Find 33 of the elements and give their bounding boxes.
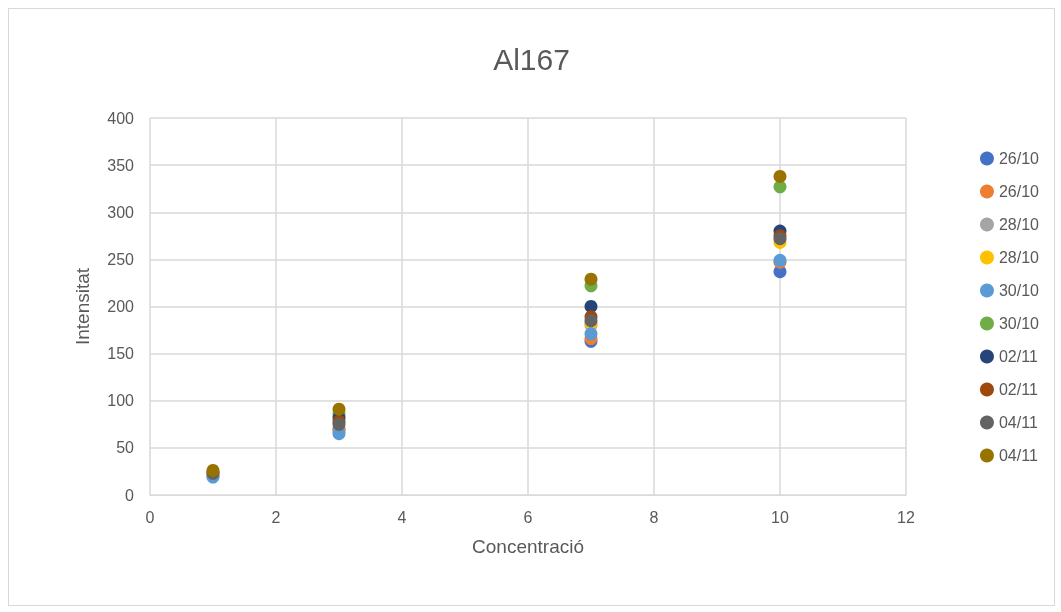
legend-label: 28/10 bbox=[998, 249, 1040, 266]
x-axis-title: Concentració bbox=[472, 536, 584, 557]
legend-label: 28/10 bbox=[998, 216, 1040, 233]
point bbox=[584, 327, 598, 341]
y-tick-label: 100 bbox=[107, 392, 135, 410]
y-tick-label: 250 bbox=[107, 250, 135, 268]
legend-label: 02/11 bbox=[998, 348, 1038, 365]
x-tick-label: 10 bbox=[771, 508, 789, 526]
x-tick-label: 12 bbox=[897, 508, 915, 526]
y-tick-label: 200 bbox=[107, 298, 135, 315]
legend-label: 04/11 bbox=[998, 414, 1038, 431]
point bbox=[584, 272, 598, 286]
legend-label: 26/10 bbox=[998, 150, 1040, 167]
y-tick-label: 0 bbox=[125, 486, 135, 504]
point bbox=[332, 402, 346, 416]
legend-label: 26/10 bbox=[998, 183, 1040, 200]
x-tick-label: 6 bbox=[523, 508, 533, 526]
y-tick-label: 300 bbox=[107, 203, 135, 221]
legend-label: 30/10 bbox=[998, 282, 1040, 299]
y-tick-label: 50 bbox=[116, 439, 135, 457]
x-tick-label: 8 bbox=[649, 508, 659, 526]
x-tick-label: 0 bbox=[145, 508, 155, 526]
x-tick-label: 2 bbox=[271, 508, 281, 526]
y-tick-label: 350 bbox=[107, 156, 135, 174]
legend-label: 02/11 bbox=[998, 381, 1038, 398]
legend-label: 04/11 bbox=[998, 447, 1038, 464]
point bbox=[773, 169, 787, 183]
y-tick-label: 400 bbox=[107, 109, 135, 127]
y-axis-title: Intensitat bbox=[72, 267, 93, 346]
y-tick-label: 150 bbox=[107, 345, 135, 363]
chart-title: Al167 bbox=[493, 42, 570, 76]
x-tick-label: 4 bbox=[397, 508, 407, 526]
legend-label: 30/10 bbox=[998, 315, 1040, 332]
